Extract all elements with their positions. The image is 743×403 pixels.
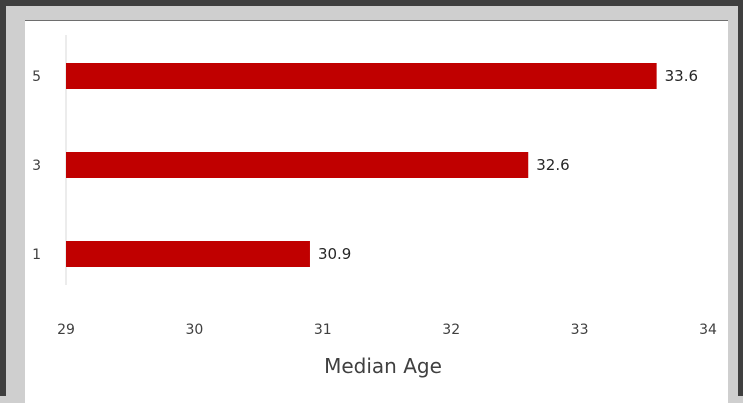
x-tick-label: 29	[57, 322, 75, 338]
data-label-3: 32.6	[536, 156, 569, 174]
x-tick-label: 32	[442, 322, 460, 338]
bars	[66, 63, 657, 267]
data-label-5: 33.6	[665, 67, 698, 85]
category-label-3: 3	[32, 158, 41, 174]
x-tick-labels: 29 30 31 32 33 34	[57, 322, 717, 338]
category-label-1: 1	[32, 247, 41, 263]
bar-3	[66, 152, 529, 178]
x-tick-label: 31	[314, 322, 332, 338]
x-tick-label: 30	[185, 322, 203, 338]
category-label-5: 5	[32, 69, 41, 85]
x-tick-label: 33	[571, 322, 589, 338]
bar-chart: 33.632.630.9 531 29 30 31 32 33 34 Median Age	[32, 35, 717, 378]
data-labels: 33.6 32.6 30.9	[318, 67, 698, 263]
x-axis-title: Median Age	[324, 354, 442, 378]
category-labels: 5 3 1	[32, 69, 41, 263]
bar-1	[66, 241, 310, 267]
x-tick-label: 34	[699, 322, 717, 338]
bar-5	[66, 63, 657, 89]
data-label-1: 30.9	[318, 245, 351, 263]
